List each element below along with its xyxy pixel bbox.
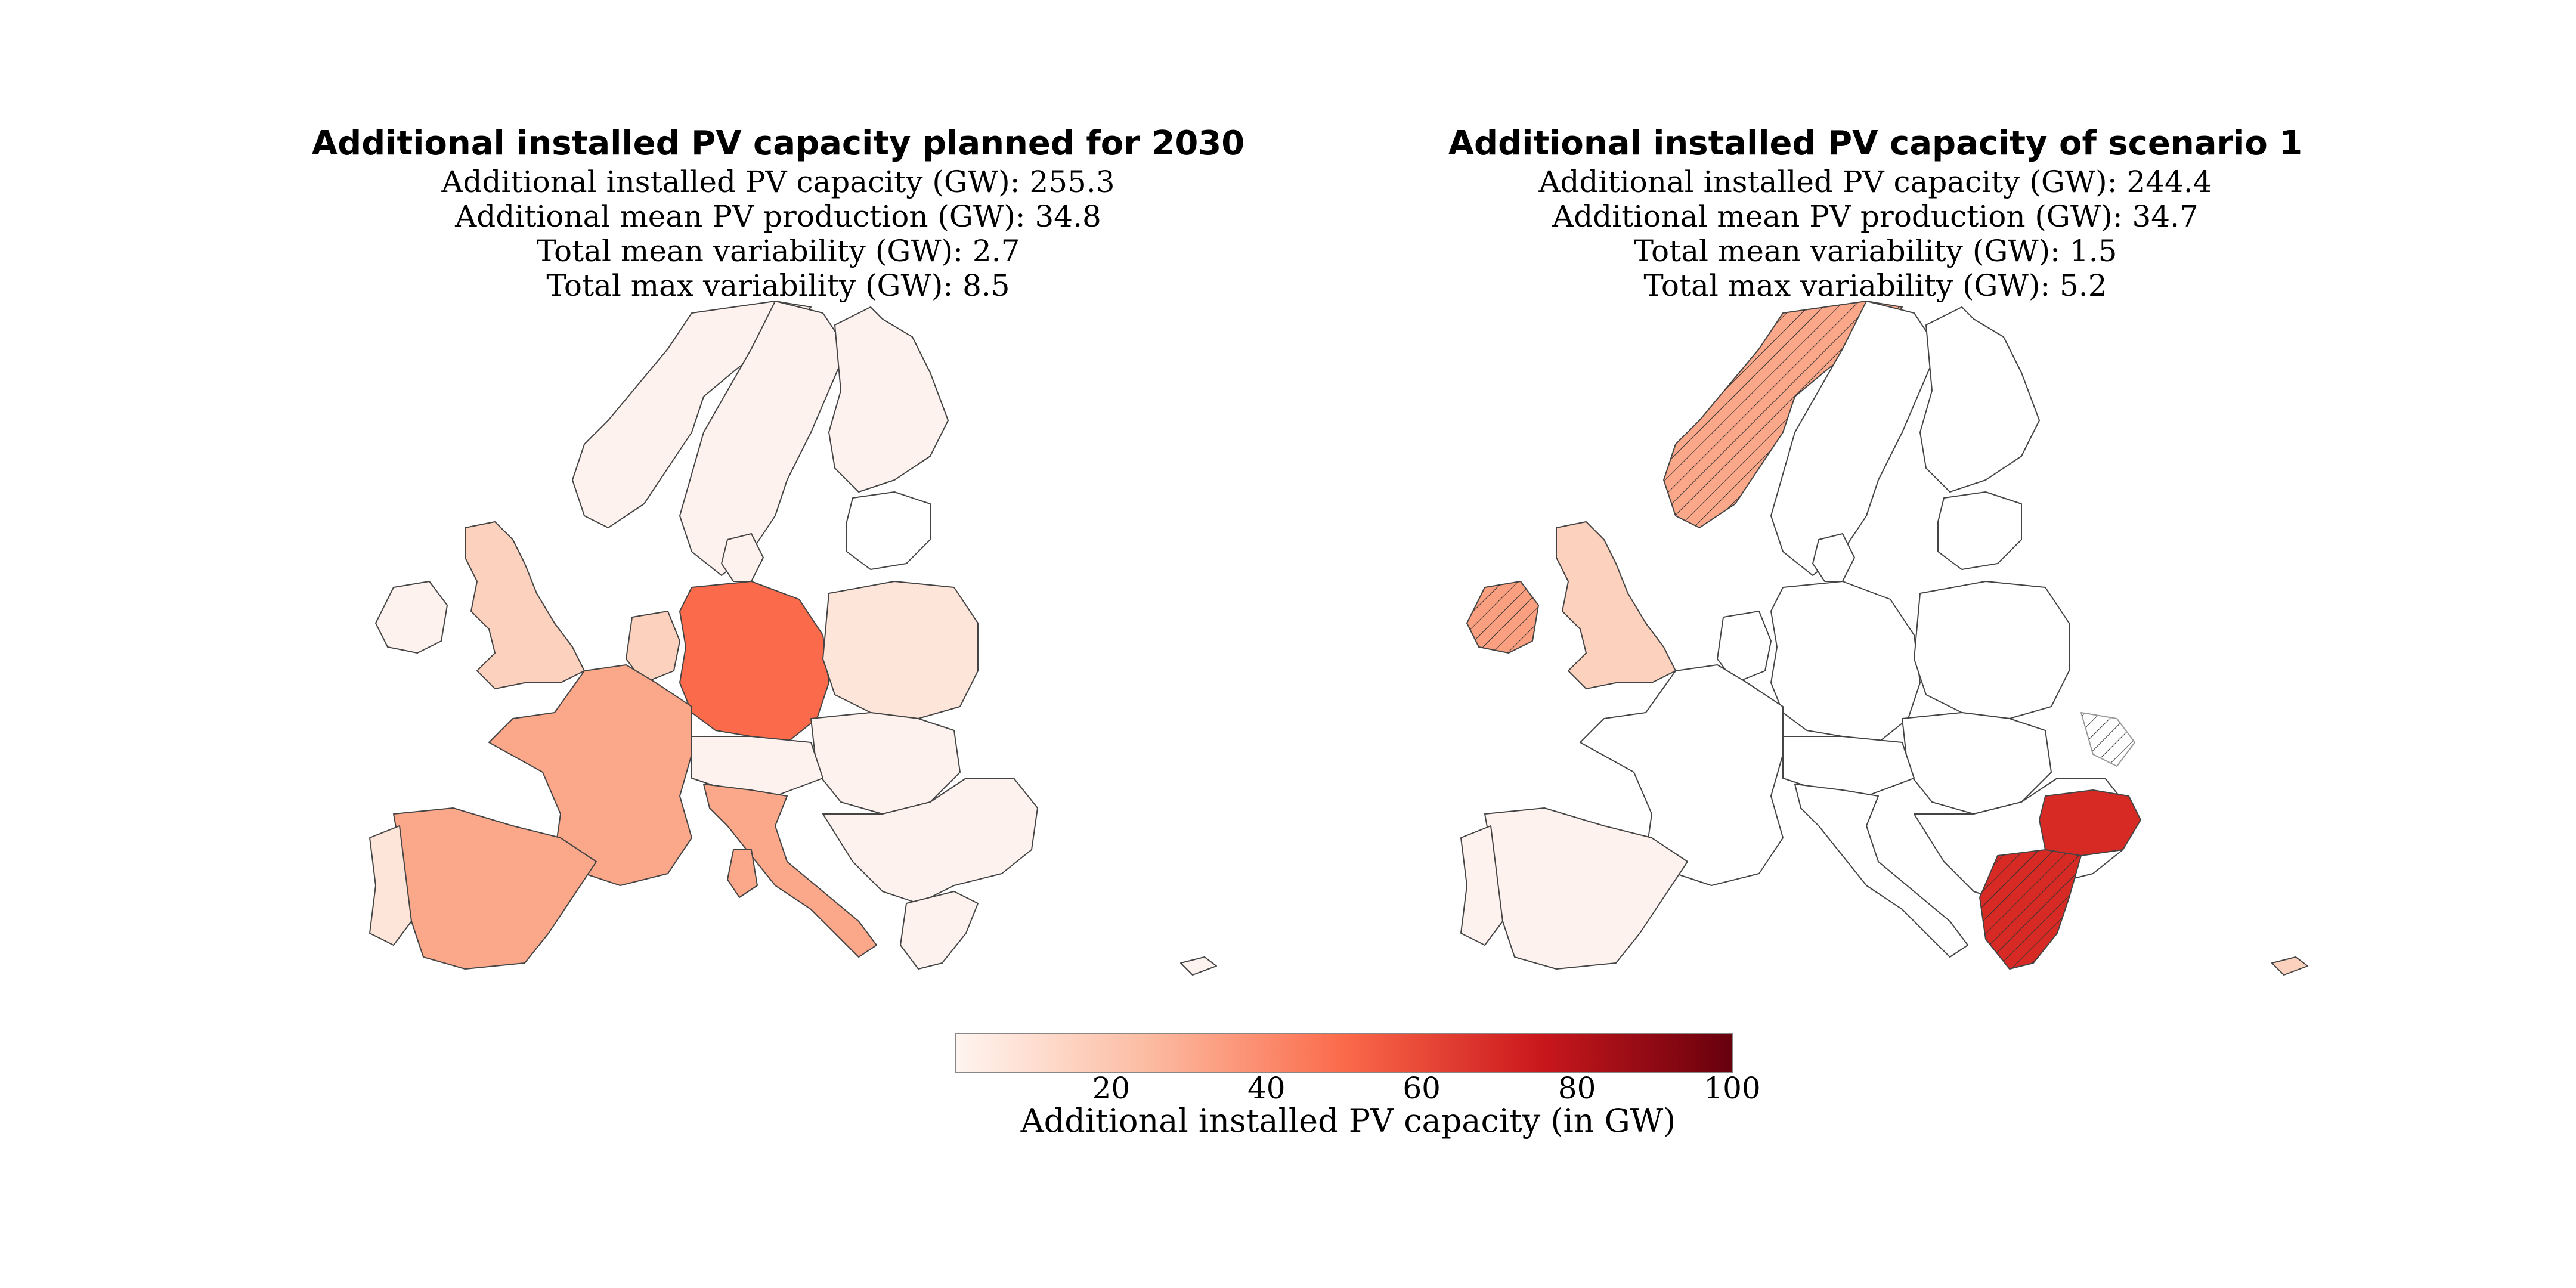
left-stat-max-variability: Total max variability (GW): 8.5 — [546, 268, 1010, 303]
country-france — [1580, 664, 1784, 886]
country-italy — [1794, 784, 1968, 958]
country-romania-hatched — [2080, 712, 2135, 767]
country-ireland — [375, 581, 448, 654]
left-stat-production: Additional mean PV production (GW): 34.8 — [455, 199, 1101, 234]
country-cyprus — [1180, 956, 1217, 976]
country-germany — [1770, 581, 1921, 743]
country-uk — [465, 521, 585, 689]
country-finland — [1919, 306, 2040, 493]
right-europe-map — [1460, 301, 2308, 976]
country-central-europe — [1902, 712, 2052, 815]
country-bulgaria — [2039, 789, 2141, 856]
colorbar-tick-20: 20 — [1092, 1071, 1131, 1106]
country-finland — [828, 306, 949, 493]
right-stat-capacity: Additional installed PV capacity (GW): 2… — [1538, 165, 2212, 199]
country-uk — [1556, 521, 1676, 689]
country-baltics — [1937, 491, 2022, 570]
colorbar-label: Additional installed PV capacity (in GW) — [1020, 1102, 1676, 1140]
country-greece — [900, 891, 979, 970]
country-benelux — [626, 611, 680, 683]
left-stat-capacity: Additional installed PV capacity (GW): 2… — [441, 165, 1115, 199]
right-stat-production: Additional mean PV production (GW): 34.7 — [1552, 199, 2199, 234]
colorbar-gradient — [955, 1033, 1733, 1073]
country-alps — [691, 736, 823, 797]
country-portugal — [1460, 825, 1503, 946]
country-cyprus — [2271, 956, 2308, 976]
left-stat-mean-variability: Total mean variability (GW): 2.7 — [536, 234, 1020, 268]
right-stat-mean-variability: Total mean variability (GW): 1.5 — [1633, 234, 2117, 268]
colorbar — [955, 1033, 1733, 1073]
country-poland — [1914, 581, 2070, 719]
colorbar-tick-100: 100 — [1704, 1071, 1761, 1106]
left-map-title: Additional installed PV capacity planned… — [311, 124, 1245, 163]
colorbar-tick-80: 80 — [1558, 1071, 1596, 1106]
colorbar-tick-40: 40 — [1247, 1071, 1286, 1106]
country-alps — [1782, 736, 1915, 797]
country-france — [488, 664, 692, 886]
country-balkans — [822, 778, 1038, 904]
colorbar-tick-60: 60 — [1402, 1071, 1441, 1106]
country-portugal — [369, 825, 412, 946]
country-sardinia — [727, 849, 758, 898]
left-europe-map — [369, 301, 1217, 976]
country-benelux — [1717, 611, 1772, 683]
right-stat-max-variability: Total max variability (GW): 5.2 — [1643, 268, 2107, 303]
hatch-ireland — [1467, 581, 1538, 653]
country-poland — [822, 581, 979, 719]
country-germany — [679, 581, 829, 743]
right-map-title: Additional installed PV capacity of scen… — [1448, 124, 2303, 163]
country-baltics — [846, 491, 931, 570]
country-italy — [703, 784, 877, 958]
hatch-greece — [1980, 850, 2081, 969]
country-central-europe — [810, 712, 961, 815]
